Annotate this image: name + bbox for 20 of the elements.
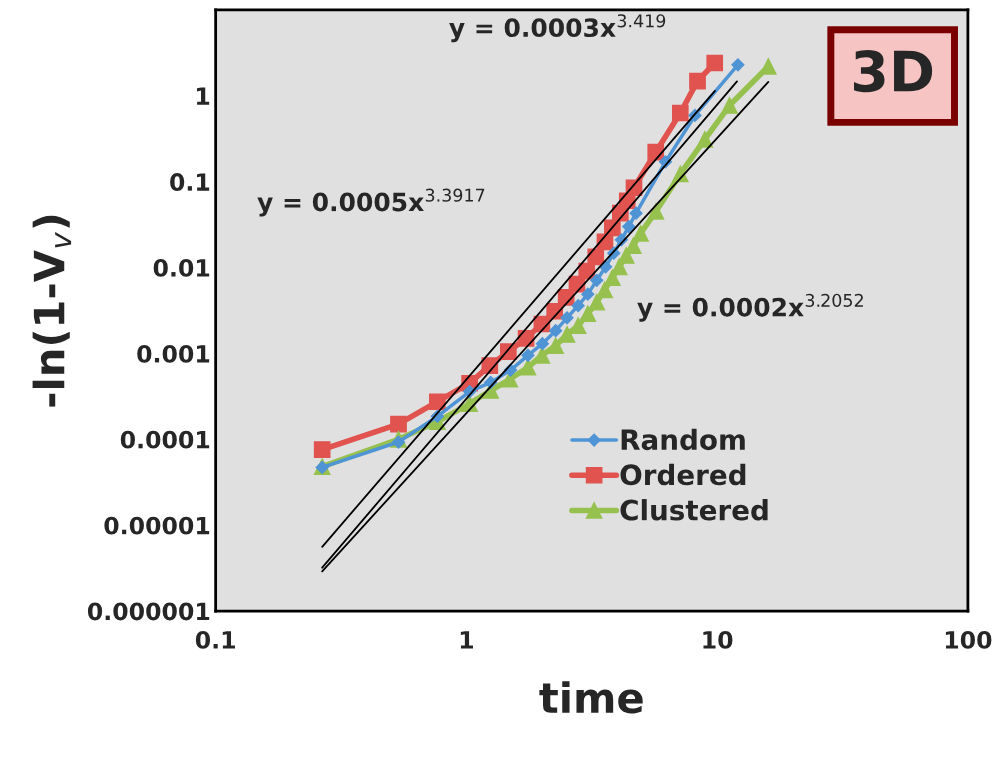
- y-tick-label: 0.1: [170, 173, 210, 191]
- y-tick-label: 0.01: [153, 258, 210, 277]
- legend-label: Ordered: [620, 463, 746, 486]
- y-tick-label: 0.00001: [104, 516, 210, 535]
- y-tick-label: 1: [197, 87, 210, 105]
- y-tick-label: 0.001: [137, 344, 210, 363]
- legend-label: Random: [621, 428, 745, 451]
- annotation: y = 0.0005x$^{3.3917}$: [257, 188, 485, 217]
- x-axis-title: time: [539, 681, 643, 714]
- y-axis-title: -ln(1-V$_{v}$): [32, 215, 72, 407]
- x-tick-label: 10: [703, 630, 733, 649]
- annotation: y = 0.0002x$^{3.2052}$: [637, 293, 863, 322]
- legend-label: Clustered: [620, 499, 768, 521]
- y-tick-label: 0.000001: [87, 602, 210, 621]
- x-tick-label: 1: [460, 631, 473, 649]
- x-tick-label: 100: [945, 630, 992, 649]
- annotation: 3D: [854, 50, 933, 93]
- x-tick-label: 0.1: [195, 630, 235, 649]
- y-tick-label: 0.0001: [120, 430, 210, 449]
- annotation: y = 0.0003x$^{3.419}$: [449, 14, 666, 43]
